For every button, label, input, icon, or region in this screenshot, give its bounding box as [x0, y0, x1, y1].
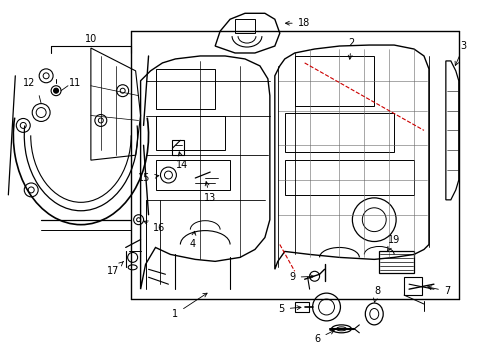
Bar — [379, 251, 413, 273]
Bar — [403, 277, 421, 295]
Text: 5: 5 — [278, 304, 300, 314]
Polygon shape — [215, 13, 279, 53]
Text: 6: 6 — [314, 330, 333, 344]
Text: 2: 2 — [347, 38, 354, 59]
Text: 13: 13 — [203, 181, 216, 203]
Circle shape — [54, 88, 59, 93]
Text: 12: 12 — [23, 78, 36, 88]
Text: 7: 7 — [427, 286, 449, 296]
Text: 3: 3 — [454, 41, 466, 66]
Text: 19: 19 — [387, 234, 400, 251]
Bar — [155, 116, 224, 150]
Text: 16: 16 — [143, 221, 164, 233]
Text: 14: 14 — [176, 152, 188, 170]
Text: 17: 17 — [106, 262, 123, 276]
Text: 8: 8 — [373, 286, 380, 302]
Bar — [294, 302, 308, 312]
Text: 1: 1 — [172, 293, 207, 319]
Bar — [284, 113, 393, 152]
Bar — [284, 160, 413, 195]
Bar — [294, 56, 373, 105]
Bar — [235, 19, 254, 33]
Bar — [155, 69, 215, 109]
Text: 4: 4 — [189, 231, 196, 249]
Bar — [155, 160, 230, 190]
Text: 9: 9 — [289, 272, 313, 282]
Text: 18: 18 — [285, 18, 309, 28]
Text: 11: 11 — [69, 78, 81, 88]
Bar — [172, 140, 184, 155]
Text: 15: 15 — [138, 173, 159, 183]
Text: 10: 10 — [84, 34, 97, 44]
